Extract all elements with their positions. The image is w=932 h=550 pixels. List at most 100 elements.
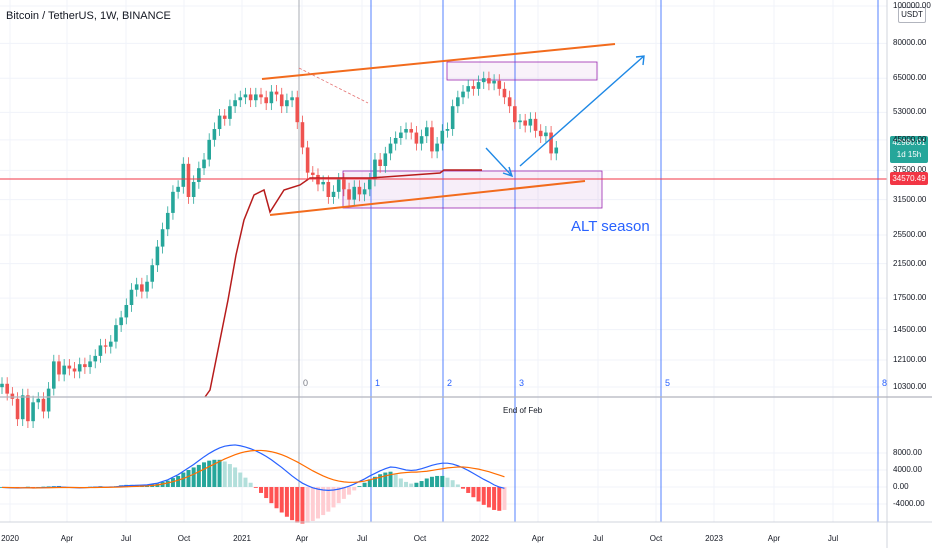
candle xyxy=(10,393,15,399)
time-tick: Apr xyxy=(295,534,309,543)
candle xyxy=(108,341,113,347)
candle xyxy=(300,122,305,148)
histogram-bar xyxy=(497,487,502,511)
candle xyxy=(72,368,77,372)
time-tick: Oct xyxy=(413,534,427,543)
signal-line xyxy=(1,449,505,489)
candle xyxy=(388,143,393,154)
candle xyxy=(31,402,35,422)
candle xyxy=(362,189,367,195)
candle xyxy=(217,115,222,130)
candle xyxy=(62,365,66,375)
histogram-bar xyxy=(455,484,460,487)
candle xyxy=(181,163,186,187)
candle xyxy=(544,132,548,137)
end-of-feb-label: End of Feb xyxy=(503,406,543,415)
histogram-bar xyxy=(336,487,341,504)
candle xyxy=(233,100,237,107)
arrow-down xyxy=(485,147,513,177)
histogram-bar xyxy=(393,474,398,487)
candle xyxy=(119,317,123,326)
candle xyxy=(404,129,408,133)
candle xyxy=(352,186,357,200)
price-tick: 53000.00 xyxy=(893,107,927,117)
candle xyxy=(248,94,253,101)
candle xyxy=(373,159,377,180)
histogram-bar xyxy=(414,482,419,487)
candle xyxy=(5,383,9,394)
candle xyxy=(254,94,258,101)
histogram-bar xyxy=(378,474,383,487)
candle xyxy=(186,163,191,197)
candle xyxy=(176,186,180,192)
histogram-bar xyxy=(238,472,243,487)
price-tick: 100000.00 xyxy=(893,1,931,10)
candle xyxy=(160,229,165,247)
cycle-mark: 5 xyxy=(665,378,671,388)
histogram-bar xyxy=(248,482,253,487)
macd-lines xyxy=(1,444,505,492)
grid xyxy=(0,0,887,522)
candle xyxy=(487,78,491,84)
chart-title: Bitcoin / TetherUS, 1W, BINANCE xyxy=(6,10,171,22)
arrow-down-head xyxy=(502,166,514,178)
candle xyxy=(15,398,20,420)
candle xyxy=(549,132,553,154)
histogram-bar xyxy=(481,487,486,505)
price-tick: 37500.00 xyxy=(893,165,927,175)
histogram-bar xyxy=(347,487,352,495)
candle xyxy=(171,191,175,213)
candle xyxy=(129,289,134,305)
histogram-bar xyxy=(202,462,207,487)
histogram-bar xyxy=(186,470,191,487)
time-tick: Apr xyxy=(60,534,74,543)
candle xyxy=(140,284,144,292)
histogram-bar xyxy=(300,487,305,524)
candle xyxy=(0,383,4,388)
candle xyxy=(471,86,476,89)
price-tick: 12100.00 xyxy=(893,355,927,364)
candle xyxy=(492,80,496,84)
histogram-bar xyxy=(398,478,403,487)
histogram-bar xyxy=(212,459,217,487)
histogram-bar xyxy=(341,487,346,499)
candle xyxy=(243,94,248,98)
histogram-bar xyxy=(196,464,201,487)
candle xyxy=(393,137,398,144)
histogram-bar xyxy=(440,475,445,487)
price-tick: 14500.00 xyxy=(893,324,927,334)
candle xyxy=(103,345,108,347)
histogram-bar xyxy=(227,464,232,487)
candle xyxy=(212,129,217,140)
price-tick: 10300.00 xyxy=(893,382,927,391)
candle xyxy=(414,132,419,144)
candle xyxy=(383,153,388,166)
histogram-bar xyxy=(419,481,424,487)
histogram-bar xyxy=(315,487,320,519)
time-tick: 2023 xyxy=(705,534,723,543)
histogram-bar xyxy=(352,487,357,491)
histogram-bar xyxy=(331,487,336,508)
candle xyxy=(497,80,502,89)
histogram-bar xyxy=(502,487,507,510)
currency-button[interactable]: USDT xyxy=(898,7,926,23)
cycle-mark: 2 xyxy=(447,378,453,388)
candle xyxy=(409,129,414,133)
level-badge: 34570.49 xyxy=(890,172,928,185)
histogram-bar xyxy=(217,459,222,487)
time-tick: Jul xyxy=(356,534,368,543)
histogram-bar xyxy=(388,471,393,487)
candle xyxy=(321,181,325,185)
candle xyxy=(357,186,362,195)
fib-time-lines xyxy=(298,0,879,522)
histogram-bar xyxy=(326,487,331,512)
osc-tick: -4000.00 xyxy=(893,499,925,508)
candle xyxy=(83,364,87,368)
price-tick: 21500.00 xyxy=(893,258,927,268)
candle xyxy=(238,97,243,101)
candle xyxy=(222,115,227,119)
candle xyxy=(259,94,263,98)
histogram-bar xyxy=(429,476,434,487)
